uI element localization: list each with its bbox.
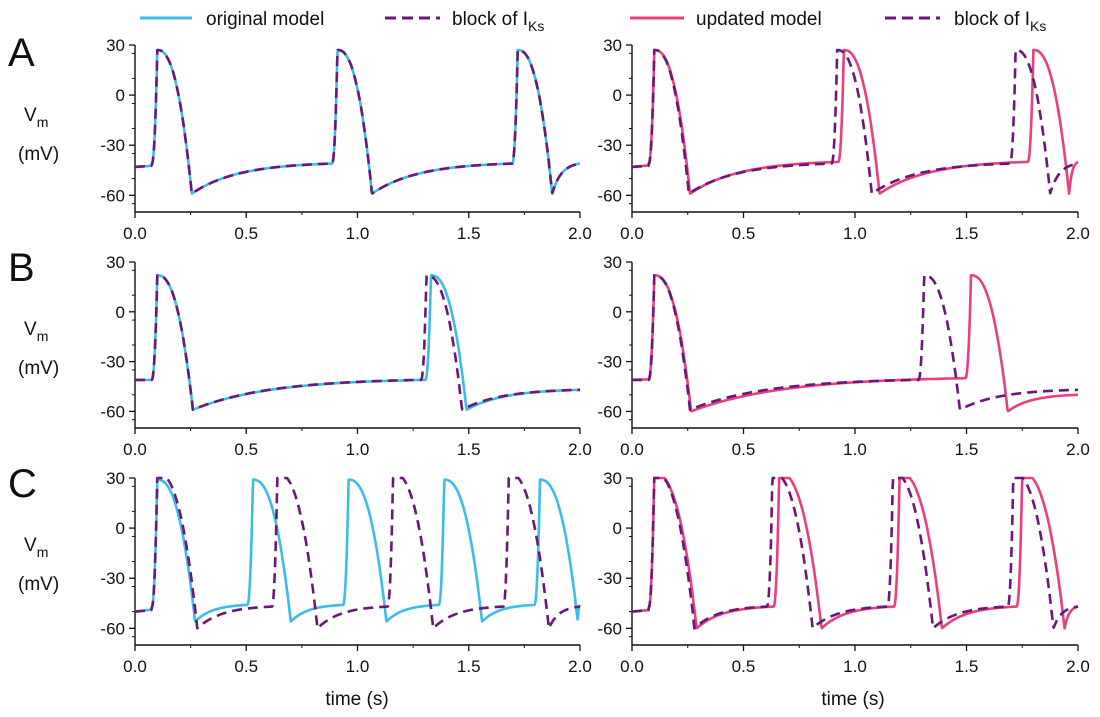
y-tick-label: 30 [603, 253, 622, 272]
x-tick-label: 0.5 [732, 657, 756, 676]
x-tick-label: 1.0 [843, 657, 867, 676]
x-tick-label: 2.0 [1066, 224, 1090, 243]
x-tick-label: 2.0 [1066, 657, 1090, 676]
panel-letter-a: A [8, 31, 35, 75]
x-tick-label: 2.0 [1066, 440, 1090, 459]
y-tick-label: 0 [116, 86, 125, 105]
x-tick-label: 0.5 [732, 224, 756, 243]
x-tick-label: 1.5 [955, 224, 979, 243]
panel-a-left-plot: 0.0 0.5 1.0 1.5 2.0 30 0 -30 -60 [100, 36, 591, 243]
xlabel-right: time (s) [821, 689, 884, 710]
x-tick-label: 1.5 [955, 440, 979, 459]
x-tick-label: 1.0 [346, 440, 370, 459]
x-tick-label: 0.5 [732, 440, 756, 459]
legend-updated-label: updated model [696, 9, 822, 30]
updated-model-trace [632, 50, 1078, 194]
y-tick-label: -30 [597, 353, 622, 372]
y-tick-label: -30 [597, 569, 622, 588]
x-tick-label: 0.0 [123, 440, 147, 459]
y-tick-label: -60 [597, 186, 622, 205]
svg-text:Vm: Vm [24, 105, 48, 130]
panel-b-right-plot: 0.0 0.5 1.0 1.5 2.0 30 0 -30 -60 [597, 253, 1089, 459]
ylabel-row-a: Vm (mV) [18, 105, 59, 165]
legend-block-label: block of IKs [452, 9, 544, 34]
y-tick-label: -60 [597, 402, 622, 421]
ylabel-row-c: Vm (mV) [18, 535, 59, 595]
original-model-trace [135, 480, 580, 622]
svg-text:(mV): (mV) [18, 358, 59, 379]
y-tick-label: 0 [613, 519, 622, 538]
panel-a-right-plot: 0.0 0.5 1.0 1.5 2.0 30 0 -30 -60 [597, 36, 1089, 243]
y-tick-label: -30 [100, 136, 125, 155]
panel-letter-c: C [8, 462, 37, 506]
y-tick-label: 0 [613, 86, 622, 105]
x-tick-label: 0.0 [620, 657, 644, 676]
x-tick-label: 0.0 [620, 224, 644, 243]
panel-letter-b: B [8, 246, 35, 290]
block-iks-trace [135, 50, 580, 194]
svg-text:Vm: Vm [24, 535, 48, 560]
x-tick-label: 1.0 [346, 657, 370, 676]
legend-block-label-right: block of IKs [954, 9, 1046, 34]
x-tick-label: 0.0 [123, 224, 147, 243]
y-tick-label: 30 [603, 36, 622, 55]
svg-text:Vm: Vm [24, 319, 48, 344]
y-tick-label: 0 [613, 303, 622, 322]
block-iks-trace [632, 50, 1078, 194]
y-tick-label: -30 [100, 353, 125, 372]
legend-right: updated model block of IKs [630, 9, 1046, 34]
y-tick-label: 30 [106, 253, 125, 272]
x-tick-label: 0.5 [234, 224, 258, 243]
original-model-trace [135, 275, 580, 409]
y-tick-label: -60 [100, 402, 125, 421]
y-tick-label: -60 [100, 619, 125, 638]
legend-original-label: original model [206, 9, 324, 30]
panel-b-left-plot: 0.0 0.5 1.0 1.5 2.0 30 0 -30 -60 [100, 253, 591, 459]
x-tick-label: 0.0 [620, 440, 644, 459]
y-tick-label: -30 [597, 136, 622, 155]
x-tick-label: 1.5 [955, 657, 979, 676]
panel-c-right-plot: 0.0 0.5 1.0 1.5 2.0 30 0 -30 -60 [597, 469, 1089, 676]
y-tick-label: -60 [100, 186, 125, 205]
svg-text:(mV): (mV) [18, 574, 59, 595]
y-tick-label: 30 [106, 469, 125, 488]
x-tick-label: 1.5 [457, 440, 481, 459]
y-tick-label: 30 [603, 469, 622, 488]
x-tick-label: 1.0 [346, 224, 370, 243]
x-tick-label: 2.0 [568, 440, 592, 459]
y-tick-label: 30 [106, 36, 125, 55]
xlabel-left: time (s) [325, 689, 388, 710]
x-tick-label: 0.5 [234, 440, 258, 459]
block-iks-trace [632, 275, 1078, 409]
x-tick-label: 2.0 [568, 224, 592, 243]
legend-left: original model block of IKs [140, 9, 544, 34]
x-tick-label: 1.0 [843, 440, 867, 459]
y-tick-label: 0 [116, 519, 125, 538]
x-tick-label: 1.5 [457, 224, 481, 243]
ylabel-row-b: Vm (mV) [18, 319, 59, 379]
x-tick-label: 1.0 [843, 224, 867, 243]
updated-model-trace [632, 275, 1078, 411]
y-tick-label: -30 [100, 569, 125, 588]
x-tick-label: 1.5 [457, 657, 481, 676]
x-tick-label: 0.5 [234, 657, 258, 676]
original-model-trace [135, 50, 580, 194]
x-tick-label: 2.0 [568, 657, 592, 676]
svg-text:(mV): (mV) [18, 144, 59, 165]
block-iks-trace [135, 275, 580, 409]
y-tick-label: 0 [116, 303, 125, 322]
x-tick-label: 0.0 [123, 657, 147, 676]
panel-c-left-plot: 0.0 0.5 1.0 1.5 2.0 30 0 -30 -60 [100, 469, 591, 676]
y-tick-label: -60 [597, 619, 622, 638]
